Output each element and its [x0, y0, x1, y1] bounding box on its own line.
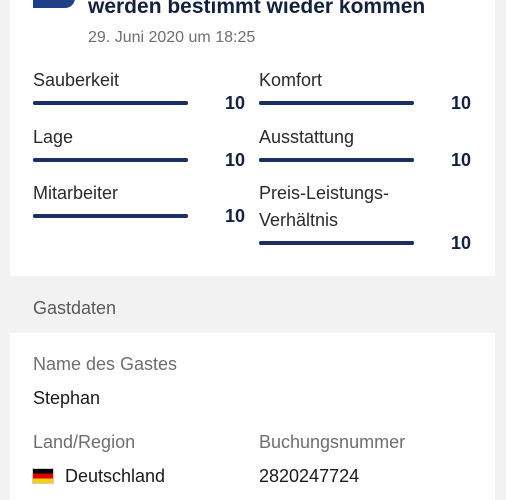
section-title-guest-data: Gastdaten	[33, 298, 117, 318]
rating-score: 10	[451, 150, 472, 170]
rating-label: Komfort	[259, 70, 323, 90]
review-card	[10, 0, 495, 276]
rating-label: Lage	[33, 127, 74, 147]
rating-score: 10	[451, 233, 472, 253]
rating-bar-fill	[259, 241, 414, 245]
country-label: Land/Region	[33, 432, 136, 452]
rating-score: 10	[225, 150, 246, 170]
review-date: 29. Juni 2020 um 18:25	[88, 29, 256, 46]
rating-bar	[33, 101, 188, 105]
guest-name-label: Name des Gastes	[33, 354, 178, 374]
booking-number-value: 2820247724	[259, 466, 360, 486]
review-title: werden bestimmt wieder kommen	[88, 0, 426, 18]
rating-label-line2: Verhältnis	[259, 210, 339, 230]
rating-label: Mitarbeiter	[33, 183, 119, 203]
rating-label: Ausstattung	[259, 127, 355, 147]
rating-label: Sauberkeit	[33, 70, 120, 90]
guest-card	[10, 333, 495, 500]
rating-bar-fill	[33, 101, 188, 105]
rating-bar	[259, 241, 414, 245]
rating-bar	[33, 158, 188, 162]
rating-bar-fill	[33, 158, 188, 162]
rating-bar	[259, 101, 414, 105]
country-value: Deutschland	[65, 466, 166, 486]
germany-flag-icon	[33, 469, 53, 483]
rating-bar	[259, 158, 414, 162]
rating-score: 10	[225, 93, 246, 113]
rating-label-line1: Preis-Leistungs-	[259, 183, 390, 203]
rating-score: 10	[451, 93, 472, 113]
reviewer-avatar	[33, 0, 75, 8]
booking-number-label: Buchungsnummer	[259, 432, 406, 452]
rating-bar	[33, 214, 188, 218]
guest-name-value: Stephan	[33, 388, 101, 408]
rating-bar-fill	[259, 158, 414, 162]
rating-bar-fill	[33, 214, 188, 218]
rating-bar-fill	[259, 101, 414, 105]
rating-score: 10	[225, 206, 246, 226]
